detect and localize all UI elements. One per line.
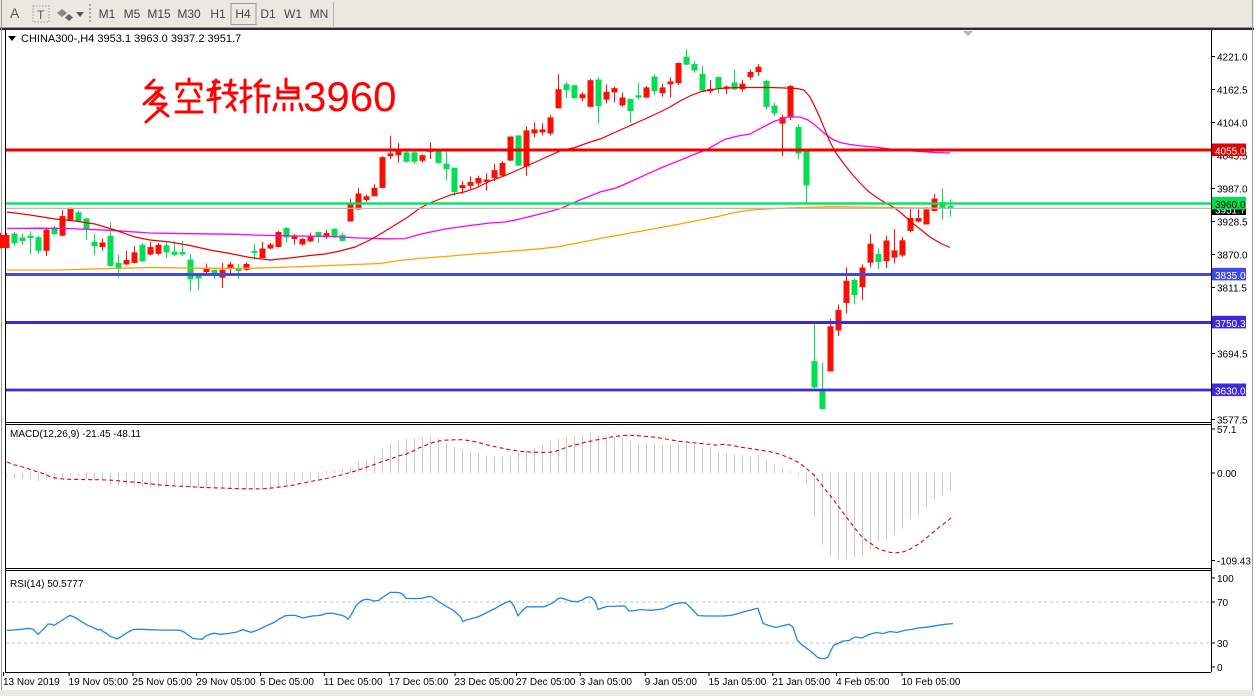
svg-text:H1: H1 (210, 7, 226, 21)
svg-text:A: A (10, 5, 20, 21)
svg-text:4055.0: 4055.0 (1215, 147, 1246, 158)
svg-text:RSI(14) 50.5777: RSI(14) 50.5777 (10, 579, 84, 590)
svg-text:4 Feb 05:00: 4 Feb 05:00 (836, 677, 890, 688)
svg-text:0: 0 (1217, 663, 1223, 674)
svg-text:15 Jan 05:00: 15 Jan 05:00 (709, 677, 767, 688)
svg-text:M5: M5 (124, 7, 141, 21)
svg-text:3835.0: 3835.0 (1215, 271, 1246, 282)
svg-text:57.1: 57.1 (1217, 425, 1237, 436)
svg-text:H4: H4 (235, 7, 251, 21)
svg-text:CHINA300-,H4 3953.1 3963.0 39: CHINA300-,H4 3953.1 3963.0 3937.2 3951.7 (21, 33, 241, 45)
svg-text:30: 30 (1217, 639, 1229, 650)
svg-text:3960.0: 3960.0 (1215, 200, 1246, 211)
svg-text:19 Nov 05:00: 19 Nov 05:00 (69, 677, 129, 688)
svg-text:4162.5: 4162.5 (1217, 86, 1248, 97)
svg-text:W1: W1 (284, 7, 302, 21)
svg-text:13 Nov 2019: 13 Nov 2019 (3, 677, 60, 688)
svg-text:25 Nov 05:00: 25 Nov 05:00 (132, 677, 192, 688)
svg-text:3 Jan 05:00: 3 Jan 05:00 (580, 677, 633, 688)
svg-text:T: T (37, 8, 45, 22)
svg-text:3987.0: 3987.0 (1217, 185, 1248, 196)
svg-text:17 Dec 05:00: 17 Dec 05:00 (389, 677, 449, 688)
svg-text:4045.5: 4045.5 (1217, 152, 1248, 163)
svg-text:3577.5: 3577.5 (1217, 416, 1248, 427)
svg-text:23 Dec 05:00: 23 Dec 05:00 (455, 677, 515, 688)
svg-text:3630.0: 3630.0 (1215, 387, 1246, 398)
svg-text:4104.0: 4104.0 (1217, 119, 1248, 130)
svg-text:3870.0: 3870.0 (1217, 251, 1248, 262)
svg-text:3694.5: 3694.5 (1217, 350, 1248, 361)
svg-text:MN: MN (310, 7, 329, 21)
svg-text:3960: 3960 (303, 73, 396, 120)
svg-text:5 Dec 05:00: 5 Dec 05:00 (260, 677, 314, 688)
svg-text:10 Feb 05:00: 10 Feb 05:00 (902, 677, 961, 688)
svg-text:MACD(12,26,9) -21.45 -48.11: MACD(12,26,9) -21.45 -48.11 (10, 429, 141, 440)
svg-text:70: 70 (1217, 598, 1229, 609)
svg-text:M30: M30 (177, 7, 201, 21)
svg-text:21 Jan 05:00: 21 Jan 05:00 (772, 677, 830, 688)
svg-text:M15: M15 (147, 7, 171, 21)
svg-text:4221.0: 4221.0 (1217, 53, 1248, 64)
svg-text:3750.3: 3750.3 (1215, 319, 1246, 330)
svg-text:11 Dec 05:00: 11 Dec 05:00 (324, 677, 383, 688)
svg-text:3951.7: 3951.7 (1215, 205, 1246, 216)
svg-text:0.00: 0.00 (1217, 469, 1237, 480)
svg-text:D1: D1 (260, 7, 276, 21)
svg-text:100: 100 (1217, 574, 1234, 585)
svg-text:-109.43: -109.43 (1217, 557, 1251, 568)
svg-text:M1: M1 (99, 7, 116, 21)
svg-text:9 Jan 05:00: 9 Jan 05:00 (645, 677, 698, 688)
svg-text:29 Nov 05:00: 29 Nov 05:00 (196, 677, 256, 688)
svg-text:27 Dec 05:00: 27 Dec 05:00 (516, 677, 576, 688)
svg-text:3928.5: 3928.5 (1217, 218, 1248, 229)
svg-text:3811.5: 3811.5 (1217, 284, 1247, 295)
